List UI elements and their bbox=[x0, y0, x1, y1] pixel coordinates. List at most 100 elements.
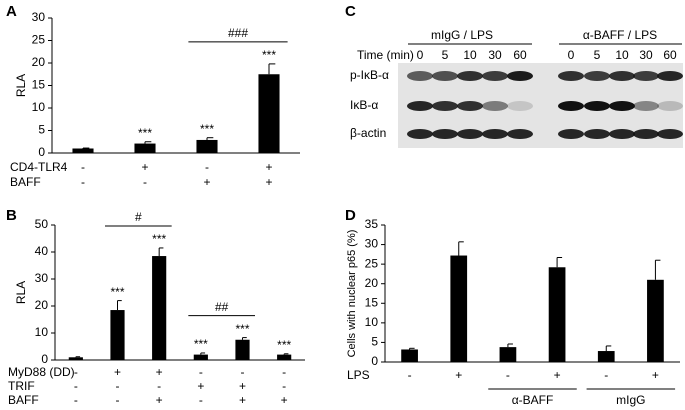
bar bbox=[134, 143, 156, 153]
condition-sign: + bbox=[455, 368, 462, 382]
bar bbox=[110, 310, 125, 360]
blot-band bbox=[432, 101, 458, 111]
blot-band bbox=[457, 101, 483, 111]
bar bbox=[647, 279, 664, 362]
condition-sign: + bbox=[554, 368, 561, 382]
condition-sign: - bbox=[157, 379, 161, 393]
y-tick-label: 10 bbox=[32, 100, 46, 114]
blot-band bbox=[507, 101, 533, 111]
time-point: 5 bbox=[442, 48, 449, 62]
significance-label: *** bbox=[235, 322, 249, 336]
time-point: 5 bbox=[594, 48, 601, 62]
y-tick-label: 20 bbox=[35, 298, 49, 312]
significance-label: *** bbox=[262, 48, 276, 62]
significance-label: *** bbox=[110, 285, 124, 299]
panel-label: C bbox=[345, 3, 356, 20]
condition-sign: + bbox=[156, 393, 163, 407]
panel-label: B bbox=[6, 207, 17, 224]
blot-band bbox=[558, 129, 584, 139]
time-point: 60 bbox=[663, 48, 677, 62]
condition-name: LPS bbox=[347, 368, 370, 382]
condition-sign: - bbox=[81, 175, 85, 189]
y-tick-label: 10 bbox=[365, 315, 379, 329]
significance-label: *** bbox=[200, 122, 214, 136]
condition-sign: + bbox=[141, 160, 148, 174]
bar bbox=[193, 354, 208, 360]
condition-sign: + bbox=[239, 379, 246, 393]
condition-sign: - bbox=[604, 368, 608, 382]
time-point: 0 bbox=[568, 48, 575, 62]
blot-band bbox=[584, 129, 610, 139]
blot-band bbox=[633, 101, 659, 111]
condition-sign: + bbox=[265, 175, 272, 189]
bar bbox=[152, 256, 167, 360]
bar bbox=[196, 139, 218, 153]
blot-band bbox=[407, 101, 433, 111]
y-tick-label: 0 bbox=[41, 352, 48, 366]
time-point: 30 bbox=[488, 48, 502, 62]
condition-sign: + bbox=[652, 368, 659, 382]
condition-name: BAFF bbox=[8, 393, 39, 407]
blot-row-label: p-IκB-α bbox=[350, 68, 389, 82]
y-tick-label: 0 bbox=[38, 145, 45, 159]
condition-sign: - bbox=[143, 175, 147, 189]
condition-sign: - bbox=[506, 368, 510, 382]
panel-label: D bbox=[345, 207, 356, 224]
blot-band bbox=[657, 129, 683, 139]
y-tick-label: 25 bbox=[32, 33, 46, 47]
significance-label: *** bbox=[277, 338, 291, 352]
condition-sign: - bbox=[74, 393, 78, 407]
condition-sign: - bbox=[282, 365, 286, 379]
condition-sign: + bbox=[281, 393, 288, 407]
condition-name: CD4-TLR4 bbox=[10, 160, 68, 174]
blot-band bbox=[609, 71, 635, 81]
blot-band bbox=[633, 129, 659, 139]
bar bbox=[258, 74, 280, 153]
significance-label: *** bbox=[152, 232, 166, 246]
bar bbox=[72, 148, 94, 153]
blot-band bbox=[482, 71, 508, 81]
condition-name: BAFF bbox=[10, 175, 41, 189]
blot-band bbox=[609, 129, 635, 139]
bracket-label: # bbox=[135, 210, 142, 224]
group-header: α-BAFF / LPS bbox=[583, 28, 657, 42]
bar bbox=[597, 351, 615, 362]
condition-sign: + bbox=[156, 365, 163, 379]
y-tick-label: 15 bbox=[365, 295, 379, 309]
y-tick-label: 30 bbox=[32, 10, 46, 24]
time-label: Time (min) bbox=[357, 48, 414, 62]
y-axis-label: RLA bbox=[14, 281, 28, 304]
bar bbox=[401, 349, 418, 362]
blot-band bbox=[457, 71, 483, 81]
blot-band bbox=[558, 71, 584, 81]
blot-band bbox=[507, 71, 533, 81]
condition-sign: - bbox=[74, 365, 78, 379]
blot-band bbox=[457, 129, 483, 139]
y-tick-label: 15 bbox=[32, 78, 46, 92]
condition-sign: + bbox=[203, 175, 210, 189]
bar bbox=[68, 357, 83, 360]
condition-name: MyD88 (DD) bbox=[8, 365, 75, 379]
blot-band bbox=[584, 101, 610, 111]
bar bbox=[499, 347, 517, 362]
condition-sign: + bbox=[197, 379, 204, 393]
bar bbox=[277, 354, 292, 360]
time-point: 0 bbox=[417, 48, 424, 62]
condition-name: TRIF bbox=[8, 379, 35, 393]
y-tick-label: 35 bbox=[365, 217, 379, 231]
blot-band bbox=[507, 129, 533, 139]
condition-sign: - bbox=[241, 365, 245, 379]
blot-band bbox=[482, 101, 508, 111]
condition-sign: - bbox=[282, 379, 286, 393]
bar bbox=[235, 339, 250, 360]
bracket-label: ### bbox=[228, 26, 248, 40]
y-tick-label: 30 bbox=[35, 271, 49, 285]
blot-band bbox=[407, 129, 433, 139]
time-point: 10 bbox=[463, 48, 477, 62]
blot-band bbox=[657, 71, 683, 81]
significance-label: *** bbox=[194, 337, 208, 351]
y-tick-label: 5 bbox=[371, 335, 378, 349]
bar bbox=[450, 255, 468, 362]
y-tick-label: 20 bbox=[32, 55, 46, 69]
